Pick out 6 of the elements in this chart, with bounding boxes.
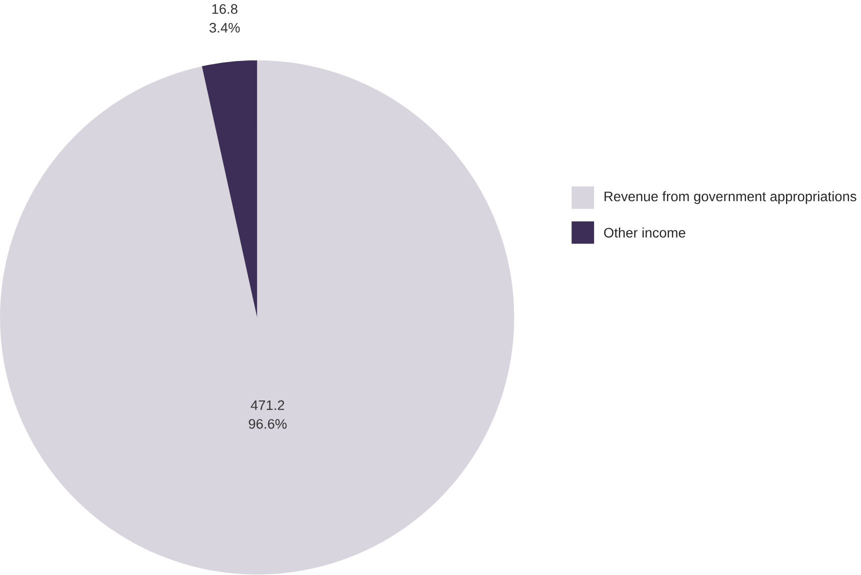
data-label: 471.2 <box>250 400 284 410</box>
legend-label: Revenue from government appropriations <box>604 191 856 204</box>
text: 3.4% <box>210 23 240 33</box>
text: 96.6% <box>248 419 287 430</box>
data-label: 16.8 <box>212 4 238 14</box>
legend-label: Other income <box>604 228 686 238</box>
